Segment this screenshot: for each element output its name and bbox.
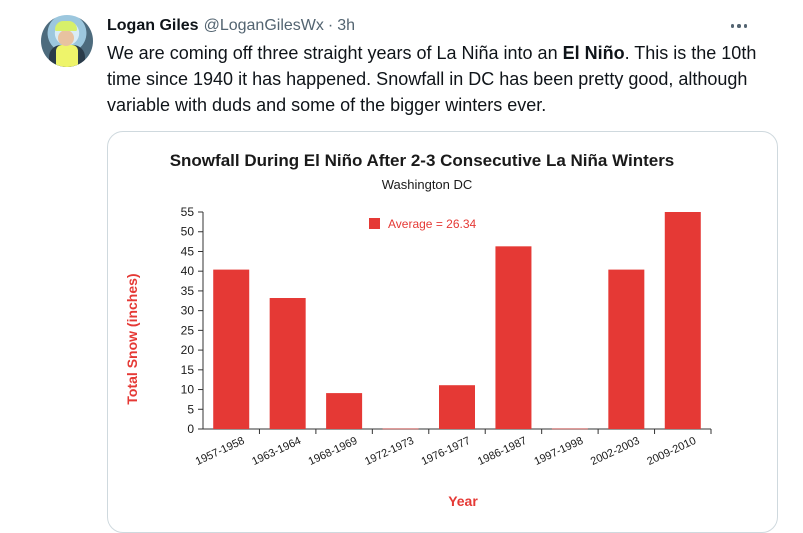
x-tick-label: 1972-1973 xyxy=(363,435,416,468)
tweet-text: We are coming off three straight years o… xyxy=(107,40,767,118)
avatar-vest xyxy=(56,45,78,67)
avatar-cap xyxy=(55,21,77,31)
author-name[interactable]: Logan Giles xyxy=(107,17,199,34)
x-tick-label: 1986-1987 xyxy=(476,435,529,468)
y-tick-label: 55 xyxy=(181,205,195,219)
x-tick-label: 2002-2003 xyxy=(589,435,642,468)
bar-1957-1958 xyxy=(213,269,250,429)
snowfall-bar-chart: Snowfall During El Niño After 2-3 Consec… xyxy=(124,151,712,509)
y-tick-label: 30 xyxy=(181,304,195,318)
author-handle[interactable]: @LoganGilesWx xyxy=(203,17,324,34)
x-axis-label: Year xyxy=(448,493,478,509)
tweet-text-part2: . This is the 10th time since 1940 it ha… xyxy=(107,43,757,115)
y-tick-label: 10 xyxy=(181,383,195,397)
y-tick-label: 25 xyxy=(181,323,195,337)
y-tick-label: 15 xyxy=(181,363,195,377)
author-avatar[interactable] xyxy=(41,15,93,67)
y-tick-label: 0 xyxy=(187,422,194,436)
x-tick-label: 1957-1958 xyxy=(194,435,247,468)
header-separator: · xyxy=(327,17,334,34)
bar-1986-1987 xyxy=(495,246,532,429)
avatar-face xyxy=(58,30,74,46)
x-tick-label: 1997-1998 xyxy=(532,435,585,468)
y-tick-label: 50 xyxy=(181,225,195,239)
bar-1972-1973 xyxy=(382,428,419,430)
bar-1963-1964 xyxy=(269,298,306,429)
tweet-text-part1: We are coming off three straight years o… xyxy=(107,43,563,63)
y-axis-label: Total Snow (inches) xyxy=(124,273,140,404)
legend-swatch xyxy=(369,218,380,229)
chart-subtitle: Washington DC xyxy=(382,177,473,192)
x-tick-label: 1976-1977 xyxy=(420,435,473,468)
bar-1997-1998 xyxy=(551,428,588,430)
tweet-timestamp[interactable]: 3h xyxy=(337,17,355,34)
tweet-media-chart[interactable]: Snowfall During El Niño After 2-3 Consec… xyxy=(107,131,778,533)
bar-1976-1977 xyxy=(439,385,475,429)
tweet-text-bold: El Niño xyxy=(562,43,625,63)
x-tick-label: 1968-1969 xyxy=(307,435,360,468)
y-tick-label: 35 xyxy=(181,284,195,298)
more-options-icon[interactable] xyxy=(726,15,752,37)
bar-1968-1969 xyxy=(326,393,363,429)
x-tick-label: 2009-2010 xyxy=(645,435,698,468)
x-tick-label: 1963-1964 xyxy=(250,435,303,468)
bar-2009-2010 xyxy=(664,212,701,429)
y-tick-label: 20 xyxy=(181,343,195,357)
tweet-header: Logan Giles @LoganGilesWx · 3h xyxy=(107,15,355,37)
y-tick-label: 40 xyxy=(181,264,195,278)
y-tick-label: 45 xyxy=(181,244,195,258)
bar-2002-2003 xyxy=(608,269,645,429)
legend-label: Average = 26.34 xyxy=(388,217,477,231)
y-tick-label: 5 xyxy=(187,402,194,416)
plot-area: 0 5 10 15 20 25 30 35 40 45 50 55 1957-1958 1963-1964… xyxy=(181,205,712,468)
chart-title: Snowfall During El Niño After 2-3 Consec… xyxy=(170,151,675,170)
